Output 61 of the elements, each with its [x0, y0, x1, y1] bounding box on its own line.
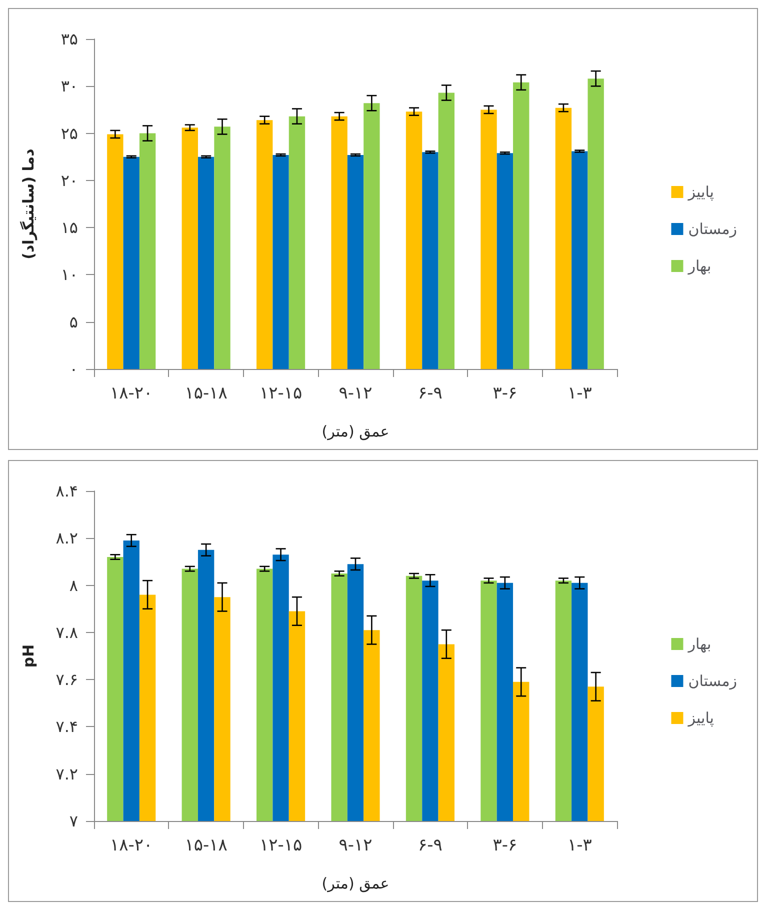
legend-label: بهار [687, 635, 712, 653]
y-tick-label: ۸.۲ [56, 528, 78, 548]
bar [513, 82, 530, 369]
y-tick-label: ۲۰ [60, 170, 78, 190]
bar [588, 78, 604, 369]
y-axis-title: pH [20, 644, 38, 668]
bar [572, 151, 588, 369]
y-tick-label: ۷.۲ [56, 764, 78, 784]
y-tick-label: ۳۰ [60, 76, 78, 96]
legend-label: پاییز [687, 183, 714, 201]
y-tick-label: ۱۰ [60, 265, 78, 284]
x-tick-label: ۶-۹ [418, 384, 442, 404]
x-tick-label: ۱-۳ [567, 384, 592, 404]
legend-label: زمستان [688, 220, 738, 238]
bar [214, 126, 230, 369]
y-tick-label: ۳۵ [60, 30, 78, 48]
bar [198, 156, 214, 369]
x-axis-title: عمق (متر) [322, 874, 390, 892]
legend-label: بهار [687, 257, 712, 275]
legend-label: زمستان [688, 672, 738, 690]
bar [182, 128, 198, 369]
bar [331, 116, 348, 369]
y-tick-label: ۲۵ [60, 124, 78, 143]
y-axis-title: دما (سانتیگراد) [20, 148, 38, 260]
x-tick-label: ۱۵-۱۸ [184, 384, 228, 404]
x-tick-label: ۹-۱۲ [338, 384, 372, 404]
x-tick-label: ۳-۶ [492, 384, 518, 404]
x-tick-label: ۱۸-۲۰ [110, 384, 153, 404]
bar [107, 134, 124, 369]
bar [480, 110, 497, 369]
y-tick-label: ۱۵ [60, 218, 78, 238]
bar [406, 112, 422, 369]
bar [364, 103, 380, 369]
x-tick-label: ۱۸-۲۰ [110, 836, 153, 856]
bar [555, 108, 572, 369]
y-tick-label: ۷.۸ [56, 622, 78, 642]
bar [256, 120, 273, 369]
bar [288, 116, 306, 369]
x-axis-title: عمق (متر) [322, 422, 390, 440]
bar [272, 154, 289, 369]
y-tick-label: ۵ [69, 312, 78, 332]
bar [422, 152, 438, 369]
y-tick-label: ۸.۴ [56, 482, 78, 500]
y-tick-label: ۷.۴ [56, 717, 78, 736]
bar [139, 133, 156, 369]
x-tick-label: ۹-۱۲ [338, 836, 372, 856]
y-tick-label: ۷.۶ [56, 670, 78, 690]
x-tick-label: ۶-۹ [418, 836, 442, 856]
x-tick-label: ۱۲-۱۵ [259, 836, 302, 856]
bar [438, 92, 454, 369]
y-tick-label: ۷ [69, 812, 78, 830]
y-tick-label: ۸ [69, 576, 78, 595]
bar [496, 153, 514, 369]
legend-label: پاییز [687, 709, 714, 727]
x-tick-label: ۱۵-۱۸ [184, 836, 228, 856]
bar [347, 154, 364, 369]
y-tick-label: ۰ [69, 360, 78, 378]
x-tick-label: ۱۲-۱۵ [259, 384, 302, 404]
bar [123, 156, 140, 369]
x-tick-label: ۱-۳ [567, 836, 592, 856]
x-tick-label: ۳-۶ [492, 836, 518, 856]
